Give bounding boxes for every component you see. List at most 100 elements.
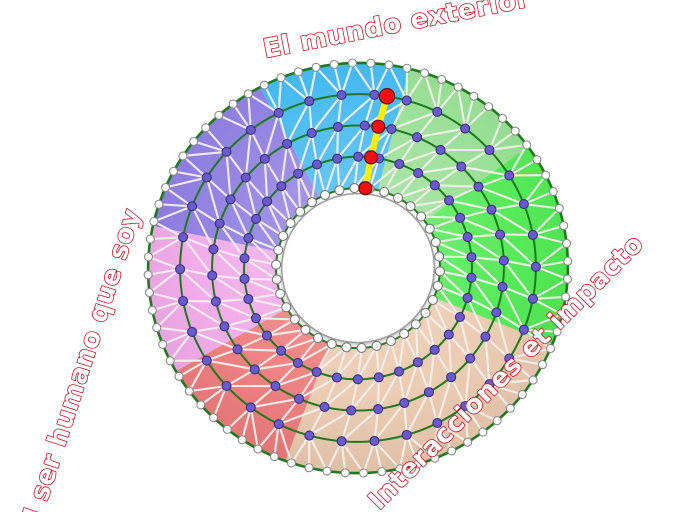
node-outer-ring[interactable] (545, 343, 556, 354)
node-outer-ring[interactable] (492, 416, 502, 426)
node-mid-ring[interactable] (336, 89, 347, 101)
node-mid-ring[interactable] (352, 374, 363, 385)
node-mid-ring[interactable] (473, 181, 484, 192)
node-mid-ring[interactable] (346, 405, 357, 416)
node-outer-ring[interactable] (143, 252, 154, 262)
node-outer-ring[interactable] (214, 110, 224, 120)
node-mid-ring[interactable] (497, 281, 508, 292)
highlight-node-mid-node-1[interactable] (363, 150, 379, 165)
node-outer-ring[interactable] (484, 102, 494, 112)
node-mid-ring[interactable] (232, 344, 243, 355)
node-inner-ring[interactable] (295, 206, 306, 217)
node-mid-ring[interactable] (201, 172, 212, 183)
node-outer-ring[interactable] (304, 463, 314, 473)
node-inner-ring[interactable] (273, 244, 284, 256)
node-mid-ring[interactable] (435, 144, 446, 155)
node-mid-ring[interactable] (530, 261, 541, 272)
node-mid-ring[interactable] (446, 372, 457, 383)
node-mid-ring[interactable] (353, 151, 364, 162)
node-outer-ring[interactable] (552, 327, 562, 337)
node-mid-ring[interactable] (466, 252, 477, 263)
node-inner-ring[interactable] (271, 274, 282, 285)
node-mid-ring[interactable] (175, 264, 186, 275)
node-mid-ring[interactable] (518, 324, 529, 335)
node-mid-ring[interactable] (250, 313, 261, 324)
node-outer-ring[interactable] (532, 155, 542, 165)
node-mid-ring[interactable] (443, 329, 454, 340)
node-outer-ring[interactable] (522, 140, 532, 150)
node-mid-ring[interactable] (259, 153, 270, 164)
node-outer-ring[interactable] (340, 468, 350, 478)
node-mid-ring[interactable] (491, 307, 502, 318)
node-mid-ring[interactable] (456, 161, 467, 172)
node-mid-ring[interactable] (443, 195, 455, 206)
node-outer-ring[interactable] (149, 216, 159, 227)
node-outer-ring[interactable] (366, 58, 376, 68)
node-outer-ring[interactable] (196, 400, 206, 410)
node-inner-ring[interactable] (430, 237, 441, 248)
highlight-node-outer-node[interactable] (378, 88, 396, 105)
node-mid-ring[interactable] (411, 132, 423, 143)
node-mid-ring[interactable] (243, 233, 254, 244)
node-mid-ring[interactable] (504, 170, 515, 181)
node-mid-ring[interactable] (304, 430, 315, 441)
node-outer-ring[interactable] (147, 305, 157, 315)
node-outer-ring[interactable] (561, 238, 572, 248)
node-outer-ring[interactable] (329, 59, 339, 69)
node-mid-ring[interactable] (460, 123, 471, 134)
node-mid-ring[interactable] (373, 404, 384, 415)
node-outer-ring[interactable] (517, 390, 527, 400)
node-outer-ring[interactable] (243, 89, 253, 99)
node-mid-ring[interactable] (412, 357, 423, 368)
node-mid-ring[interactable] (311, 159, 323, 170)
node-inner-ring[interactable] (392, 192, 404, 203)
node-mid-ring[interactable] (462, 231, 473, 243)
node-mid-ring[interactable] (225, 194, 236, 205)
node-mid-ring[interactable] (210, 296, 221, 307)
node-inner-ring[interactable] (427, 294, 438, 306)
node-outer-ring[interactable] (189, 136, 199, 146)
node-inner-ring[interactable] (326, 338, 337, 350)
node-outer-ring[interactable] (554, 203, 564, 213)
node-mid-ring[interactable] (331, 372, 342, 383)
node-mid-ring[interactable] (282, 138, 293, 149)
node-inner-ring[interactable] (399, 328, 410, 339)
node-outer-ring[interactable] (559, 221, 569, 231)
node-mid-ring[interactable] (498, 255, 509, 266)
node-outer-ring[interactable] (184, 386, 194, 396)
node-outer-ring[interactable] (463, 437, 473, 447)
node-inner-ring[interactable] (281, 302, 292, 313)
node-mid-ring[interactable] (484, 379, 495, 390)
node-outer-ring[interactable] (541, 170, 551, 180)
node-inner-ring[interactable] (385, 336, 396, 347)
node-mid-ring[interactable] (201, 355, 212, 366)
node-outer-ring[interactable] (447, 446, 457, 456)
node-inner-ring[interactable] (432, 280, 443, 292)
node-outer-ring[interactable] (208, 413, 219, 423)
node-outer-ring[interactable] (453, 82, 463, 92)
node-inner-ring[interactable] (434, 251, 445, 262)
node-mid-ring[interactable] (207, 270, 218, 281)
node-outer-ring[interactable] (253, 444, 263, 454)
node-mid-ring[interactable] (332, 153, 343, 164)
node-mid-ring[interactable] (221, 380, 232, 392)
node-outer-ring[interactable] (276, 73, 286, 83)
node-inner-ring[interactable] (278, 230, 289, 242)
node-outer-ring[interactable] (413, 459, 423, 469)
node-inner-ring[interactable] (341, 342, 352, 353)
node-outer-ring[interactable] (430, 453, 440, 463)
node-outer-ring[interactable] (358, 468, 369, 478)
node-outer-ring[interactable] (178, 151, 188, 161)
node-outer-ring[interactable] (563, 256, 573, 266)
node-mid-ring[interactable] (249, 364, 260, 375)
node-outer-ring[interactable] (377, 467, 387, 477)
node-mid-ring[interactable] (240, 172, 251, 183)
node-mid-ring[interactable] (311, 366, 322, 378)
node-mid-ring[interactable] (293, 168, 304, 179)
node-mid-ring[interactable] (178, 232, 189, 243)
node-outer-ring[interactable] (222, 424, 232, 434)
node-mid-ring[interactable] (332, 121, 343, 132)
node-mid-ring[interactable] (273, 107, 284, 118)
node-mid-ring[interactable] (504, 353, 515, 364)
node-mid-ring[interactable] (423, 387, 434, 398)
